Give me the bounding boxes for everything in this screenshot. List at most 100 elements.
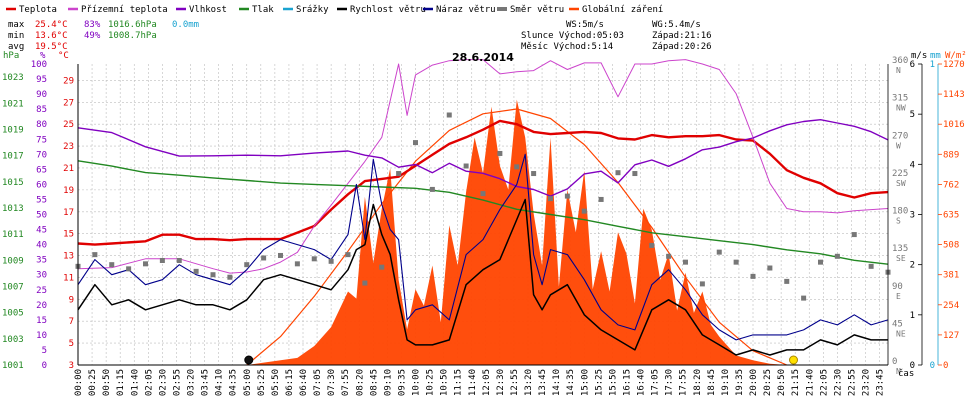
press-tick-label: 1011 xyxy=(2,230,24,240)
x-tick-label: 05:50 xyxy=(271,369,281,396)
press-tick-label: 1017 xyxy=(2,152,24,162)
hum-tick-label: 10 xyxy=(36,331,47,341)
temp-tick-label: 3 xyxy=(69,361,74,371)
x-tick-label: 22:30 xyxy=(833,369,843,396)
solar-tick-label: 762 xyxy=(943,180,959,190)
series-direction-point xyxy=(429,186,435,192)
solar-tick-label: 254 xyxy=(943,301,959,311)
series-direction-point xyxy=(564,193,570,199)
dir-tick-label: SE xyxy=(896,254,906,263)
hum-tick-label: 85 xyxy=(36,105,47,115)
x-tick-label: 09:10 xyxy=(383,369,393,396)
temp-tick-label: 19 xyxy=(63,186,74,196)
x-tick-label: 03:45 xyxy=(201,369,211,396)
press-tick-label: 1015 xyxy=(2,178,24,188)
x-tick-label: 01:15 xyxy=(116,369,126,396)
press-tick-label: 1013 xyxy=(2,204,24,214)
rain-tick-label: 1 xyxy=(930,60,935,70)
series-solar-theoretical xyxy=(246,108,788,366)
solar-layer xyxy=(246,99,788,366)
dir-tick-label: 360 xyxy=(892,56,908,66)
series-direction-point xyxy=(531,171,537,177)
x-tick-label: 06:15 xyxy=(285,369,295,396)
dir-tick-label: S xyxy=(896,217,901,226)
dir-tick-label: 225 xyxy=(892,169,908,179)
series-direction-point xyxy=(666,253,672,259)
x-tick-label: 23:45 xyxy=(876,369,886,396)
press-tick-label: 1003 xyxy=(2,335,24,345)
x-tick-label: 08:45 xyxy=(369,369,379,396)
legend-label-wind: Rychlost větru xyxy=(350,5,426,15)
series-direction-point xyxy=(92,252,98,258)
wind-tick-label: 0 xyxy=(910,361,915,371)
hum-tick-label: 5 xyxy=(42,346,47,356)
series-direction-point xyxy=(834,253,840,259)
hum-tick-label: 65 xyxy=(36,165,47,175)
hum-tick-label: 55 xyxy=(36,195,47,205)
x-tick-label: 07:30 xyxy=(327,369,337,396)
x-tick-label: 00:25 xyxy=(88,369,98,396)
axis-unit-pct: % xyxy=(40,51,46,61)
x-tick-label: 08:20 xyxy=(355,369,365,396)
x-tick-label: 12:55 xyxy=(510,369,520,396)
series-direction-point xyxy=(598,196,604,202)
series-direction-point xyxy=(176,257,182,263)
x-tick-label: 20:00 xyxy=(749,369,759,396)
x-tick-label: 01:40 xyxy=(130,369,140,396)
series-direction-point xyxy=(345,252,351,258)
series-direction-point xyxy=(463,163,469,169)
solar-tick-label: 127 xyxy=(943,331,959,341)
dir-tick-label: N xyxy=(896,367,901,376)
series-direction-point xyxy=(143,261,148,267)
dir-tick-label: 45 xyxy=(892,319,903,329)
x-tick-label: 02:05 xyxy=(144,369,154,396)
stats-avg-temp: 19.5°C xyxy=(35,42,68,52)
x-tick-label: 10:00 xyxy=(412,369,422,396)
temp-tick-label: 15 xyxy=(63,230,74,240)
hum-tick-label: 20 xyxy=(36,301,47,311)
x-tick-label: 14:35 xyxy=(566,369,576,396)
stats-max-temp: 25.4°C xyxy=(35,20,68,30)
x-tick-label: 03:20 xyxy=(187,369,197,396)
x-tick-label: 14:10 xyxy=(552,369,562,396)
wind-tick-label: 1 xyxy=(910,311,915,321)
stats-max-hum: 83% xyxy=(84,20,101,30)
axis-unit-hpa: hPa xyxy=(3,51,19,61)
x-tick-label: 05:00 xyxy=(243,369,253,396)
x-tick-label: 15:25 xyxy=(594,369,604,396)
temp-tick-label: 11 xyxy=(63,273,74,283)
hum-tick-label: 100 xyxy=(31,60,47,70)
series-direction-point xyxy=(581,208,587,214)
series-direction-point xyxy=(193,268,199,274)
dir-tick-label: NE xyxy=(896,329,906,338)
sunset-marker xyxy=(789,355,798,365)
series-direction-point xyxy=(278,252,283,258)
series-direction-point xyxy=(784,278,790,284)
temp-tick-label: 13 xyxy=(63,252,74,262)
temp-tick-label: 29 xyxy=(63,76,74,86)
info-sun: Slunce Východ:05:03 xyxy=(521,31,624,41)
legend-label-dir: Směr větru xyxy=(510,5,564,15)
x-tick-label: 16:40 xyxy=(637,369,647,396)
press-tick-label: 1005 xyxy=(2,309,24,319)
x-tick-label: 07:05 xyxy=(313,369,323,396)
series-direction-point xyxy=(379,264,385,270)
dir-tick-label: SW xyxy=(896,179,906,188)
series-direction-point xyxy=(767,265,773,271)
wind-tick-label: 6 xyxy=(910,60,915,70)
press-tick-label: 1019 xyxy=(2,125,24,135)
x-tick-label: 21:15 xyxy=(791,369,801,396)
x-tick-label: 11:15 xyxy=(454,369,464,396)
wind-tick-label: 3 xyxy=(910,211,915,221)
series-wind-gust xyxy=(77,153,889,341)
hum-tick-label: 0 xyxy=(42,361,47,371)
x-tick-label: 02:55 xyxy=(172,369,182,396)
press-tick-label: 1021 xyxy=(2,99,24,109)
x-tick-label: 22:55 xyxy=(847,369,857,396)
wind-tick-label: 2 xyxy=(910,261,915,271)
axis-unit-ms: m/s xyxy=(911,51,927,61)
hum-tick-label: 70 xyxy=(36,150,47,160)
legend-label-solar: Globální záření xyxy=(582,5,663,15)
hum-tick-label: 15 xyxy=(36,316,47,326)
series-direction-point xyxy=(311,256,317,262)
